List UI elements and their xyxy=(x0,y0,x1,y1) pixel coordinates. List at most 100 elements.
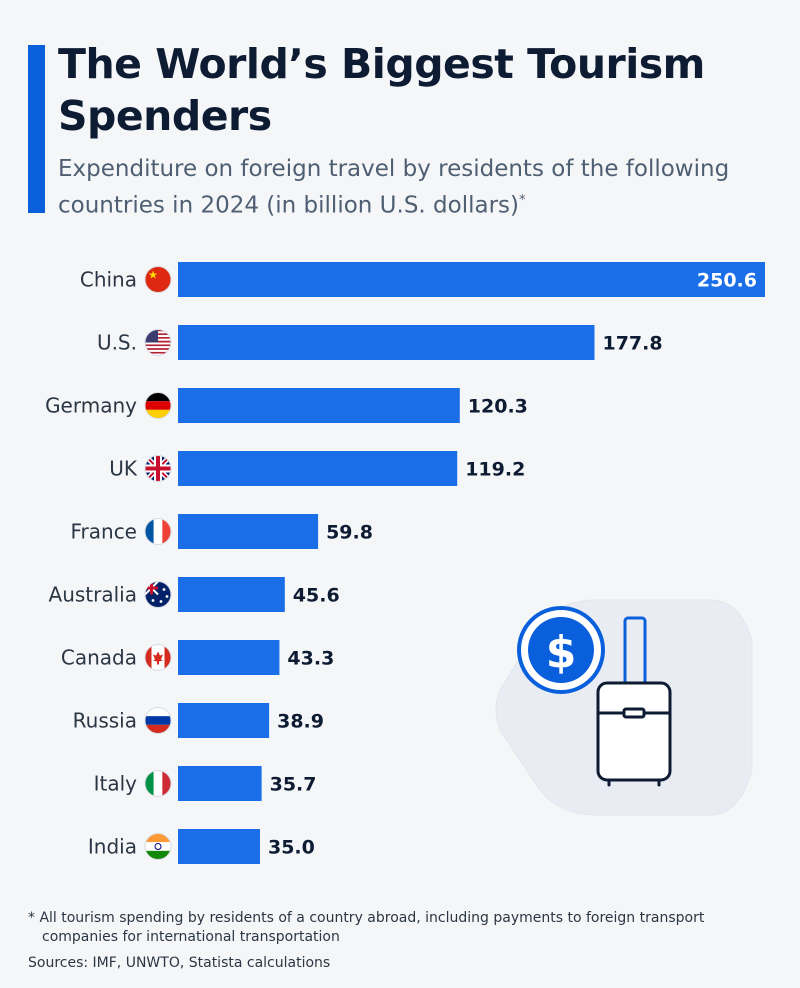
flag-chakra xyxy=(154,843,162,850)
germany-flag-art xyxy=(145,392,171,419)
flag-canada-icon xyxy=(144,644,172,671)
bar-row: U.S. 177.8 xyxy=(97,325,663,360)
flag-cross-h-red xyxy=(145,466,171,471)
bar xyxy=(178,640,280,675)
flag-star xyxy=(159,600,163,603)
chart-subtitle: Expenditure on foreign travel by residen… xyxy=(58,154,778,222)
flag-star xyxy=(162,588,166,591)
flag-stripe-white xyxy=(145,346,171,349)
flag-stripe xyxy=(145,351,171,354)
bar xyxy=(178,703,270,738)
flag-band xyxy=(145,716,171,725)
flag-band xyxy=(162,770,171,797)
india-flag-art xyxy=(145,833,171,860)
value-label: 35.0 xyxy=(268,837,315,859)
uk-flag-ring xyxy=(144,455,172,482)
flag-band xyxy=(145,833,171,843)
flag-maple-leaf xyxy=(153,651,163,665)
bar-row: UK 119.2 xyxy=(109,451,525,486)
flag-band xyxy=(145,707,171,717)
flag-india-icon xyxy=(144,833,172,860)
bar xyxy=(178,577,285,612)
australia-flag-ring xyxy=(144,581,172,608)
bar-row: France 59.8 xyxy=(70,514,373,549)
bar xyxy=(178,451,458,486)
flag-stripe xyxy=(145,344,171,347)
italy-flag-art xyxy=(145,770,171,797)
russia-flag-art xyxy=(145,707,171,734)
suitcase-icon xyxy=(596,616,672,787)
flag-band xyxy=(162,518,171,545)
flag-star xyxy=(151,599,155,602)
title-accent-bar xyxy=(28,45,45,213)
footnote-line-2: companies for international transportati… xyxy=(42,929,340,945)
flag-band xyxy=(145,850,171,860)
bar-row: India 35.0 xyxy=(88,829,315,864)
category-label: UK xyxy=(109,457,138,481)
flag-band xyxy=(145,644,152,671)
canada-flag-art xyxy=(145,644,171,671)
category-label: France xyxy=(70,520,137,544)
bars-group: China ★ 250.6 U.S. 177.8 Germany 120.3 UK 119.2 F… xyxy=(45,262,765,864)
flag-china-icon: ★ xyxy=(144,266,172,293)
bar-row: China ★ 250.6 xyxy=(80,262,765,297)
category-label: Canada xyxy=(61,646,137,670)
flag-band xyxy=(145,518,154,545)
category-label: Australia xyxy=(49,583,137,607)
flag-germany-icon xyxy=(144,392,172,419)
bar-row: Russia 38.9 xyxy=(73,703,324,738)
value-label: 45.6 xyxy=(293,585,340,607)
flag-band xyxy=(145,392,171,402)
category-label: China xyxy=(80,268,137,292)
flag-russia-icon xyxy=(144,707,172,734)
flag-band xyxy=(164,644,171,671)
bar xyxy=(178,829,260,864)
bar xyxy=(178,514,319,549)
category-label: Germany xyxy=(45,394,137,418)
flag-star xyxy=(165,595,169,598)
flag-italy-icon xyxy=(144,770,172,797)
value-label: 38.9 xyxy=(277,711,324,733)
flag-band xyxy=(145,724,171,734)
footnote: * All tourism spending by residents of a… xyxy=(28,909,788,947)
france-flag-art xyxy=(145,518,171,545)
uk-flag-art xyxy=(145,455,171,482)
bar xyxy=(178,325,595,360)
flag-australia-icon xyxy=(144,581,172,608)
flag-band xyxy=(153,518,163,545)
china-flag-ring xyxy=(144,266,172,293)
category-label: India xyxy=(88,835,137,859)
flag-star: ★ xyxy=(148,269,158,282)
category-label: Russia xyxy=(73,709,137,733)
bar xyxy=(178,262,765,297)
dollar-coin-icon: $ xyxy=(517,606,605,694)
flag-band xyxy=(145,401,171,410)
value-label: 43.3 xyxy=(287,648,334,670)
chart-title: The World’s Biggest Tourism Spenders xyxy=(58,40,705,140)
bar-chart: $ China ★ 250.6 U.S. 177.8 Germany 120.3 UK 119.… xyxy=(45,262,765,864)
flag-field xyxy=(145,266,171,293)
bar-row: Canada 43.3 xyxy=(61,640,334,675)
flag-us-icon xyxy=(144,329,172,356)
flag-band xyxy=(153,770,163,797)
flag-stripe-white xyxy=(145,353,171,356)
flag-band xyxy=(145,770,154,797)
bar xyxy=(178,766,262,801)
value-label: 59.8 xyxy=(326,522,373,544)
subtitle-footnote-mark: * xyxy=(519,193,526,208)
bar xyxy=(178,388,460,423)
flag-stripe-white xyxy=(145,349,171,352)
bar-row: Italy 35.7 xyxy=(94,766,317,801)
sources: Sources: IMF, UNWTO, Statista calculatio… xyxy=(28,955,331,971)
bar-row: Germany 120.3 xyxy=(45,388,528,423)
value-label: 35.7 xyxy=(270,774,317,796)
subtitle-text: Expenditure on foreign travel by residen… xyxy=(58,156,730,219)
china-flag-art: ★ xyxy=(145,266,171,293)
russia-flag-ring xyxy=(144,707,172,734)
flag-france-icon xyxy=(144,518,172,545)
value-label: 119.2 xyxy=(465,459,525,481)
italy-flag-ring xyxy=(144,770,172,797)
value-label: 250.6 xyxy=(697,270,757,292)
dollar-symbol: $ xyxy=(546,627,577,678)
flag-uk-icon xyxy=(144,455,172,482)
